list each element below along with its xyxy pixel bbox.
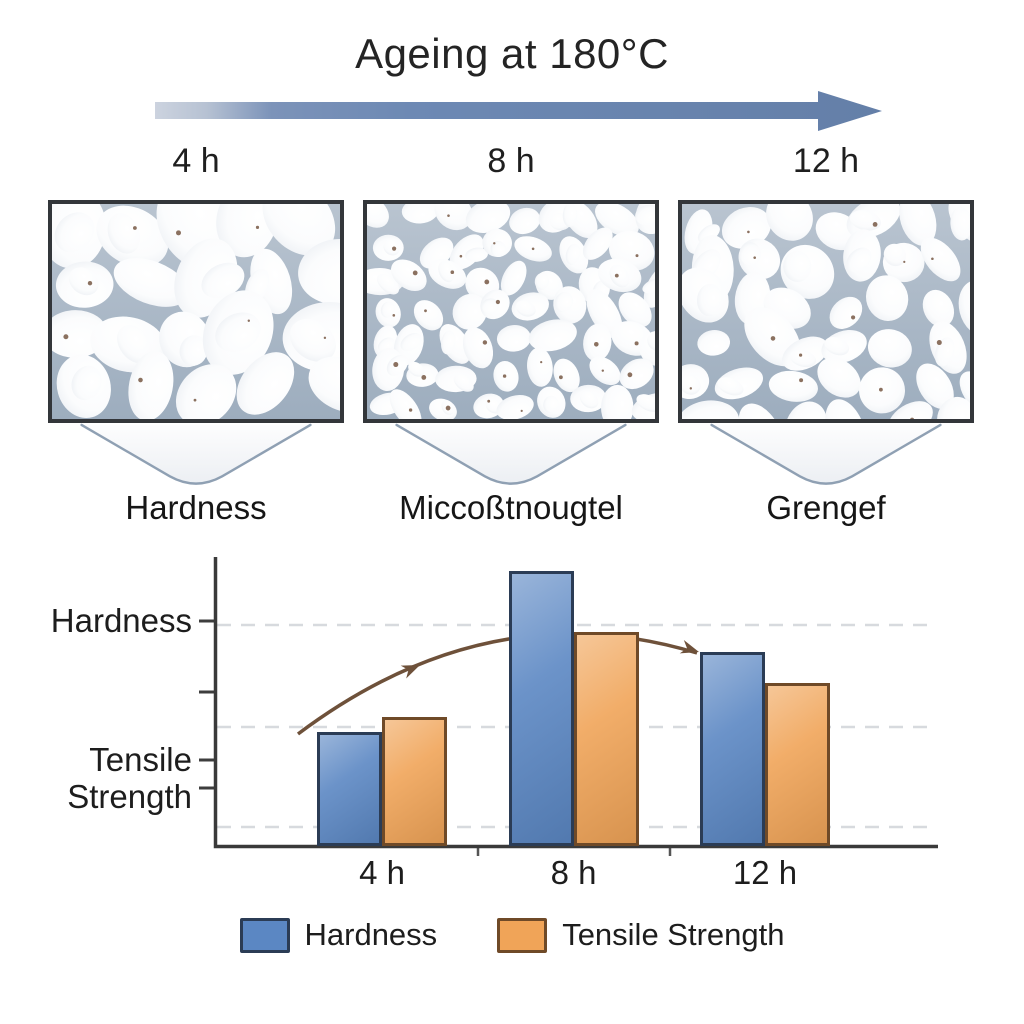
legend-label-tensile-strength: Tensile Strength [562,917,785,952]
legend-swatch-hardness-icon [239,917,290,953]
figure-title: Ageing at 180°C [355,30,669,77]
zoom-funnel-8h [395,423,627,485]
bar-hardness-4h [317,731,382,846]
panel-caption-8h: Miccoßtnougtel [399,489,623,526]
legend-swatch-tensile-strength-icon [497,917,548,953]
legend-item-tensile-strength: Tensile Strength [497,917,785,953]
panel-caption-4h: Hardness [125,489,267,526]
legend-item-hardness: Hardness [239,917,438,953]
timeline-arrow [155,91,882,131]
micrograph-column-8h: Miccoßtnougtel [363,200,659,527]
bar-hardness-8h [508,571,574,846]
micrograph-image-8h [367,204,655,419]
micrograph-frame-8h [363,200,659,423]
micrograph-frame-12h [678,200,974,423]
micrograph-frame-4h [48,200,344,423]
bar-tensile-strength-4h [382,717,447,846]
zoom-funnel-4h [80,423,312,485]
y-axis-label-tensile-strength: Tensile Strength [67,741,192,815]
time-label-8h: 8 h [487,142,535,180]
timeline-arrow-shape [155,91,882,131]
y-axis-label-hardness: Hardness [50,602,192,639]
timeline-labels: 4 h 8 h 12 h [48,142,974,181]
chart-legend: Hardness Tensile Strength [0,917,1024,953]
x-tick-label-4h: 4 h [359,854,405,891]
micrograph-column-12h: Grengef [678,200,974,527]
x-tick-label-12h: 12 h [732,854,798,891]
bar-tensile-strength-12h [765,682,830,846]
bar-hardness-12h [700,651,765,846]
y-axis-ticks [199,619,214,790]
micrograph-column-4h: Hardness [48,200,344,527]
legend-label-hardness: Hardness [304,917,438,952]
panel-caption-12h: Grengef [766,489,886,526]
x-tick-label-8h: 8 h [550,854,597,891]
micrograph-image-12h [682,204,970,419]
micrograph-row: Hardness Miccoßtnougtel Gr [48,200,974,527]
zoom-funnel-12h [710,423,942,485]
micrograph-image-4h [52,204,340,419]
bar-tensile-strength-8h [573,631,639,846]
time-label-4h: 4 h [172,142,220,180]
time-label-12h: 12 h [792,142,860,180]
